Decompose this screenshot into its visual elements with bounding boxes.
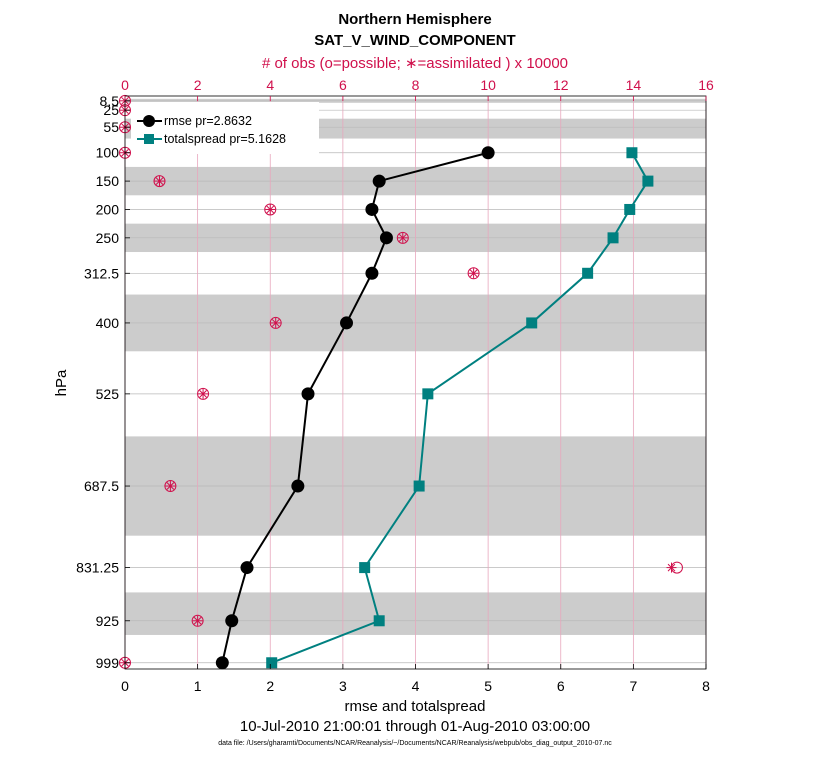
legend-totalspread-label: totalspread pr=5.1628	[164, 132, 286, 146]
axis-ticks: 0 1 2 3 4 5 6 7 80 2 4 6 8 10 12 14 168.5255510015020025…	[76, 77, 714, 694]
obs-assimilated-stroke-4-3	[155, 177, 164, 185]
top-tick-label-6: 12	[553, 77, 569, 93]
obs-assimilated-stroke-12-3	[193, 616, 202, 625]
series-0-point-8	[240, 561, 254, 575]
x-tick-label-7: 7	[629, 678, 637, 694]
y-tick-label-3: 100	[96, 145, 120, 161]
x-tick-label-0: 0	[121, 678, 129, 694]
obs-possible-marker-6	[396, 231, 409, 244]
top-tick-label-3: 6	[339, 77, 347, 93]
obs-possible-marker-10	[164, 480, 177, 493]
y-axis-label: hPa	[53, 369, 70, 396]
y-tick-label-7: 312.5	[84, 265, 119, 281]
top-tick-label-0: 0	[121, 77, 129, 93]
obs-assimilated-marker-11	[666, 562, 677, 573]
obs-possible-marker-4	[153, 175, 166, 188]
y-tick-label-5: 200	[96, 201, 120, 217]
series-0-point-2	[365, 202, 379, 216]
series-0-point-9	[225, 614, 239, 628]
series-0-point-7	[291, 479, 305, 493]
x-tick-label-1: 1	[194, 678, 202, 694]
y-tick-label-8: 400	[96, 315, 120, 331]
series-1-point-0	[626, 147, 638, 159]
obs-possible-marker-8	[269, 316, 282, 329]
y-tick-label-6: 250	[96, 230, 120, 246]
legend-rmse-marker	[143, 115, 155, 127]
y-tick-label-11: 831.25	[76, 560, 119, 576]
y-tick-label-2: 55	[103, 119, 119, 135]
series-1-point-3	[607, 232, 619, 244]
top-tick-label-2: 4	[266, 77, 274, 93]
obs-assimilated-marker-8	[270, 317, 281, 328]
series-1-point-9	[373, 615, 385, 627]
x-tick-label-6: 6	[557, 678, 565, 694]
obs-assimilated-stroke-6-3	[398, 233, 407, 242]
obs-possible-marker-9	[197, 387, 210, 400]
top-tick-label-5: 10	[480, 77, 496, 93]
x-axis-label: rmse and totalspread	[345, 698, 486, 715]
legend-rmse-label: rmse pr=2.8632	[164, 114, 252, 128]
obs-assimilated-marker-4	[154, 176, 165, 187]
obs-possible-marker-5	[264, 203, 277, 216]
obs-assimilated-stroke-8-3	[271, 319, 280, 327]
obs-possible-marker-7	[467, 267, 480, 280]
series-1-point-4	[582, 267, 594, 279]
x-tick-label-2: 2	[266, 678, 274, 694]
y-tick-label-1: 25	[103, 102, 119, 118]
top-tick-label-1: 2	[194, 77, 202, 93]
y-tick-label-9: 525	[96, 386, 120, 402]
series-1-point-5	[526, 317, 538, 329]
obs-assimilated-stroke-11-3	[667, 563, 676, 572]
series-0-point-0	[481, 146, 495, 160]
obs-assimilated-marker-12	[192, 615, 203, 626]
x-tick-label-8: 8	[702, 678, 710, 694]
obs-assimilated-marker-6	[397, 232, 408, 243]
obs-assimilated-stroke-9-3	[199, 389, 207, 398]
series-1-point-6	[422, 388, 434, 400]
obs-assimilated-marker-5	[265, 204, 276, 215]
y-tick-label-12: 925	[96, 613, 120, 629]
y-tick-label-4: 150	[96, 173, 120, 189]
obs-assimilated-marker-7	[468, 268, 479, 279]
date-range-label: 10-Jul-2010 21:00:01 through 01-Aug-2010…	[240, 718, 590, 735]
series-1-point-7	[413, 480, 425, 492]
legend: rmse pr=2.8632 totalspread pr=5.1628	[131, 102, 319, 154]
x-tick-label-3: 3	[339, 678, 347, 694]
series-0-point-10	[215, 656, 229, 670]
top-tick-label-8: 16	[698, 77, 714, 93]
x-tick-label-5: 5	[484, 678, 492, 694]
series-1-point-2	[624, 203, 636, 215]
obs-assimilated-stroke-5-3	[266, 205, 275, 214]
top-axis-label: # of obs (o=possible; ∗=assimilated ) x …	[262, 55, 568, 72]
y-tick-label-10: 687.5	[84, 478, 119, 494]
series-1-point-1	[642, 175, 654, 187]
series-1-point-10	[266, 657, 278, 669]
series-lines	[215, 146, 654, 670]
obs-assimilated-marker-9	[198, 388, 209, 399]
top-tick-label-4: 8	[412, 77, 420, 93]
legend-totalspread-marker	[144, 134, 154, 144]
top-tick-label-7: 14	[626, 77, 642, 93]
obs-assimilated-marker-10	[165, 481, 176, 492]
chart-title: Northern Hemisphere	[338, 11, 491, 28]
series-0-point-4	[365, 266, 379, 280]
series-0-point-5	[340, 316, 354, 330]
series-1-point-8	[359, 562, 371, 574]
y-tick-label-0: 8.5	[100, 93, 120, 109]
data-file-footnote: data file: /Users/gharamti/Documents/NCA…	[218, 740, 612, 747]
series-0-point-6	[301, 387, 315, 401]
series-0-point-3	[379, 231, 393, 245]
obs-possible-marker-12	[191, 614, 204, 627]
legend-box	[131, 102, 319, 154]
obs-assimilated-stroke-10-3	[166, 482, 175, 490]
x-tick-label-4: 4	[412, 678, 420, 694]
y-tick-label-13: 999	[96, 655, 120, 671]
series-0-point-1	[372, 174, 386, 188]
chart-subtitle: SAT_V_WIND_COMPONENT	[314, 32, 515, 49]
obs-assimilated-stroke-7-3	[469, 269, 478, 278]
